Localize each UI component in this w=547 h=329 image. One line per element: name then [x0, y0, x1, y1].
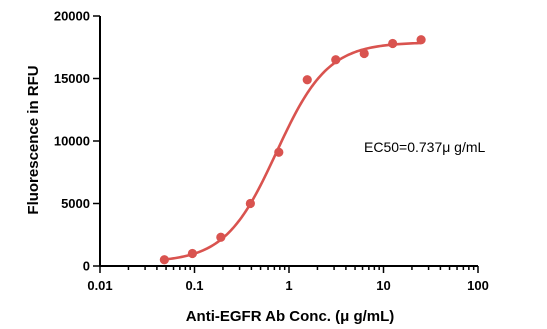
x-tick-label: 100	[467, 278, 489, 293]
y-ticks: 0 5000 10000 15000 20000	[54, 9, 100, 274]
data-point	[359, 48, 369, 59]
y-tick-label: 5000	[61, 196, 90, 211]
x-tick-label: 0.1	[185, 278, 203, 293]
x-ticks: 0.01 0.1 1 10 100	[87, 266, 489, 293]
x-tick-label: 1	[285, 278, 292, 293]
y-axis-title: Fluorescence in RFU	[25, 65, 42, 214]
fit-layer	[164, 41, 422, 261]
points-layer	[159, 35, 426, 265]
x-tick-label: 0.01	[87, 278, 112, 293]
x-axis-title: Anti-EGFR Ab Conc. (μ g/mL)	[186, 308, 395, 325]
data-point	[416, 35, 426, 45]
data-point	[274, 147, 284, 157]
y-tick-label: 20000	[54, 9, 90, 24]
data-point	[331, 55, 341, 65]
data-point	[245, 198, 255, 209]
x-tick-label: 10	[376, 278, 390, 293]
y-tick-label: 0	[83, 259, 90, 274]
data-point	[187, 248, 197, 259]
ec50-annotation: EC50=0.737μ g/mL	[364, 139, 486, 155]
fit-curve	[164, 41, 422, 261]
data-point	[216, 232, 226, 242]
data-point	[302, 75, 312, 85]
y-tick-label: 10000	[54, 134, 90, 149]
data-point	[388, 38, 398, 49]
y-tick-label: 15000	[54, 71, 90, 86]
data-point	[159, 255, 169, 265]
